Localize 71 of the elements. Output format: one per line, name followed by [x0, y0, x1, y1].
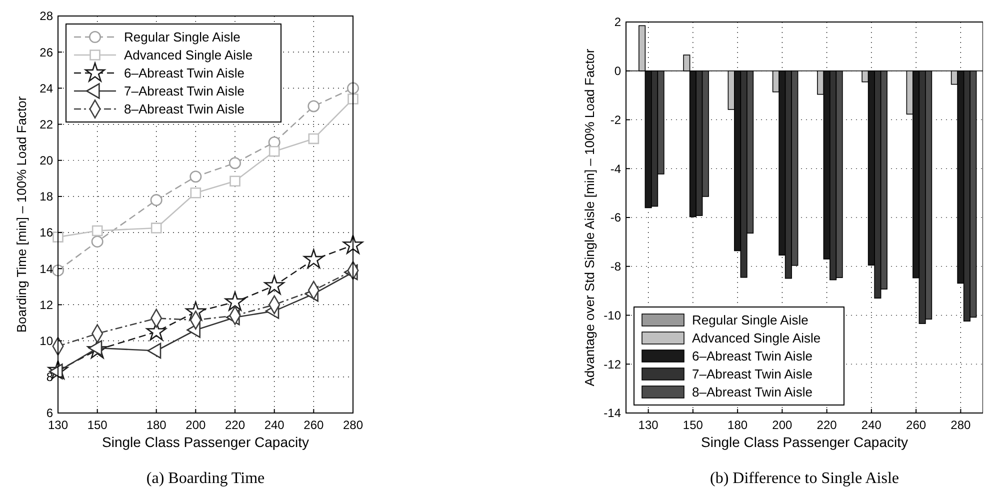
- y-tick-label: 20: [40, 154, 54, 168]
- y-tick-label: -2: [610, 112, 622, 127]
- x-tick-label: 130: [48, 418, 68, 432]
- point: [91, 236, 104, 248]
- x-tick-label: 240: [264, 418, 285, 432]
- y-tick-label: 16: [40, 226, 54, 240]
- point: [264, 275, 284, 294]
- point: [268, 146, 280, 157]
- y-tick-label: 0: [614, 64, 622, 78]
- point: [52, 232, 64, 242]
- y-tick-label: 6: [46, 406, 54, 420]
- legend-label: 7–Abreast Twin Aisle: [124, 84, 244, 99]
- x-tick-label: 150: [682, 418, 704, 432]
- y-tick-label: 8: [46, 370, 54, 384]
- text: (b) Difference to Single Aisle: [710, 470, 899, 487]
- x-tick-label: 240: [861, 418, 882, 432]
- x-tick-label: 200: [186, 418, 206, 432]
- point: [92, 225, 103, 236]
- y-tick-label: 10: [40, 334, 54, 348]
- y-tick-label: 22: [40, 117, 54, 132]
- y-tick-label: -6: [610, 210, 622, 225]
- y-tick-label: -4: [610, 162, 622, 176]
- x-tick-label: 180: [146, 418, 167, 432]
- x-tick-label: 280: [342, 418, 364, 432]
- legend-label: 6–Abreast Twin Aisle: [692, 348, 812, 364]
- legend-label: 8–Abreast Twin Aisle: [124, 102, 244, 117]
- point: [308, 100, 320, 112]
- legend-label: 8–Abreast Twin Aisle: [692, 384, 812, 400]
- point: [224, 291, 246, 311]
- point: [150, 194, 162, 206]
- point: [230, 176, 240, 187]
- legend-label: Advanced Single Aisle: [124, 48, 253, 63]
- y-tick-label: 14: [40, 262, 54, 276]
- legend-label: Advanced Single Aisle: [692, 330, 821, 346]
- x-tick-label: 130: [638, 418, 659, 432]
- point: [308, 133, 320, 144]
- legend-label: 6–Abreast Twin Aisle: [124, 66, 244, 81]
- y-tick-label: 28: [40, 9, 54, 24]
- y-tick-label: -12: [604, 357, 622, 372]
- text: (a) Boarding Time: [146, 470, 265, 487]
- x-axis-title: Single Class Passenger Capacity: [102, 434, 309, 450]
- x-axis-title: Single Class Passenger Capacity: [701, 434, 908, 450]
- x-tick-label: 220: [816, 418, 838, 432]
- legend-label: 7–Abreast Twin Aisle: [692, 366, 812, 382]
- y-tick-label: 2: [614, 15, 622, 30]
- y-tick-label: -8: [610, 260, 622, 274]
- point: [348, 94, 358, 104]
- y-tick-label: 18: [40, 190, 54, 204]
- x-tick-label: 180: [728, 418, 748, 432]
- y-tick-label: 24: [40, 81, 54, 96]
- y-tick-label: -10: [604, 308, 622, 322]
- x-tick-label: 200: [772, 418, 793, 432]
- point: [52, 264, 64, 276]
- point: [150, 222, 162, 234]
- y-tick-label: 12: [40, 298, 54, 312]
- point: [229, 157, 241, 170]
- point: [190, 187, 202, 198]
- y-tick-label: -14: [604, 406, 622, 420]
- point: [342, 234, 364, 254]
- x-tick-label: 280: [950, 418, 972, 432]
- x-tick-label: 150: [87, 418, 108, 432]
- y-axis-title: Advantage over Std Single Aisle [min] – 100% Load Factor: [582, 48, 597, 386]
- point: [190, 170, 202, 183]
- legend-label: Regular Single Aisle: [124, 30, 240, 45]
- x-tick-label: 260: [906, 418, 926, 432]
- point: [304, 249, 324, 268]
- x-tick-label: 260: [304, 418, 324, 432]
- y-tick-label: 26: [40, 45, 54, 60]
- y-axis-title: Boarding Time [min] – 100% Load Factor: [14, 96, 29, 333]
- x-tick-label: 220: [224, 418, 246, 432]
- legend-label: Regular Single Aisle: [692, 312, 808, 328]
